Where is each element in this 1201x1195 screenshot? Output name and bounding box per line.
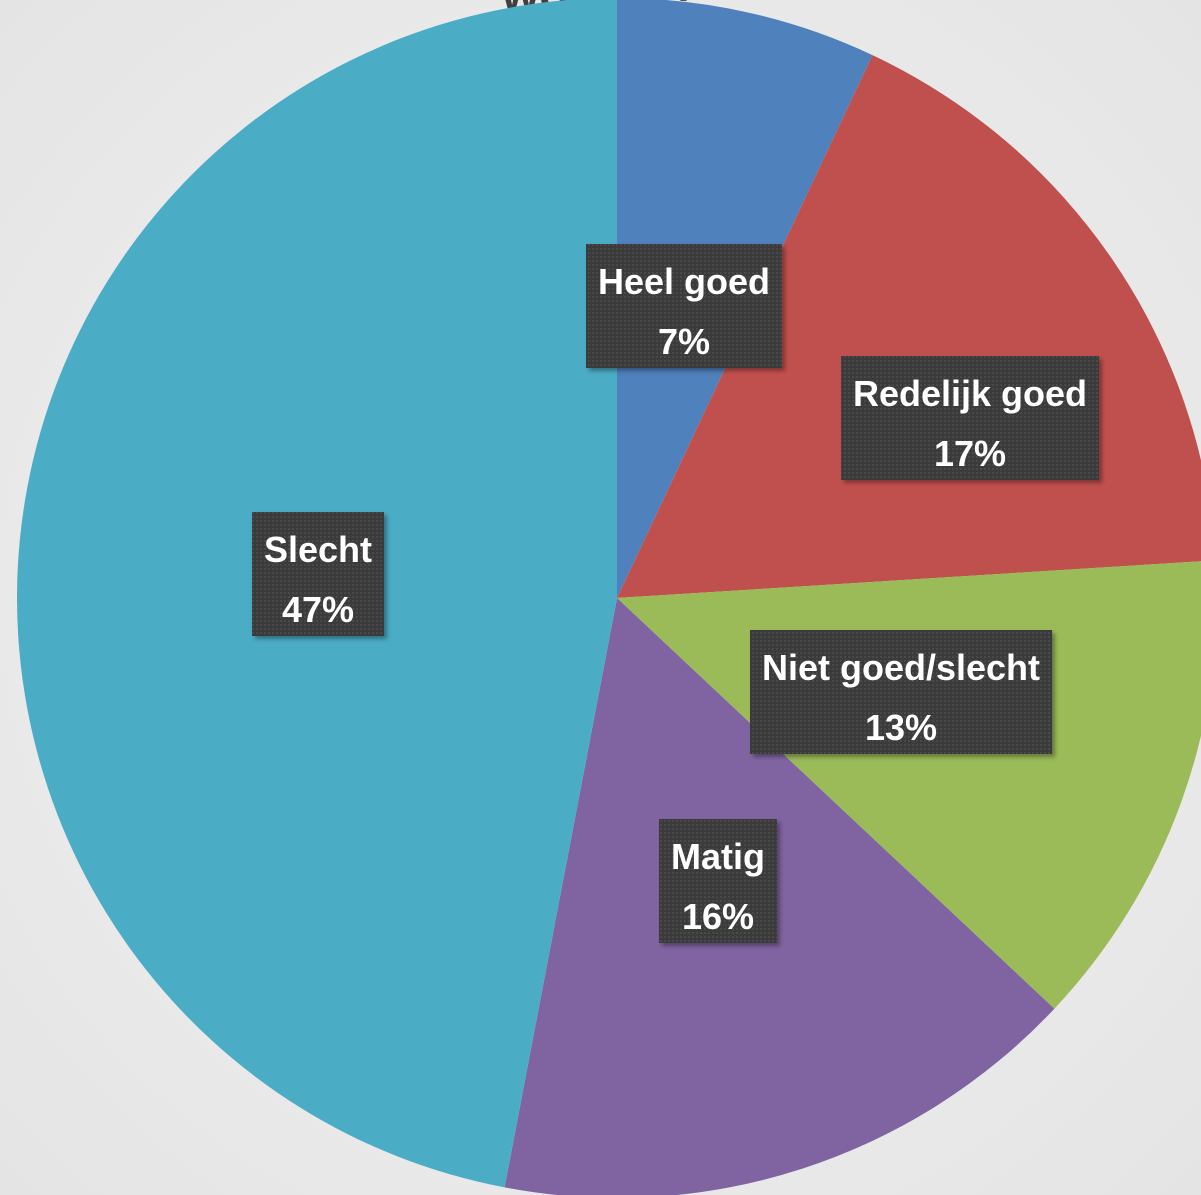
data-label-box [750,630,1053,754]
data-label-value: 13% [865,707,937,748]
data-label-niet-goed-slecht: Niet goed/slecht 13% [750,630,1053,754]
data-label-box [252,512,384,636]
data-label-box [586,244,782,368]
data-label-matig: Matig 16% [659,819,777,943]
data-label-value: 7% [658,321,710,362]
data-label-value: 16% [682,896,754,937]
data-label-redelijk-goed: Redelijk goed 17% [841,356,1100,480]
data-label-slecht: Slecht 47% [252,512,384,636]
data-label-category: Heel goed [598,261,770,302]
data-label-category: Matig [671,836,765,877]
data-label-category: Niet goed/slecht [762,647,1040,688]
data-label-category: Redelijk goed [853,373,1087,414]
data-label-category: Slecht [264,529,372,570]
data-label-value: 47% [282,589,354,630]
data-label-box [659,819,777,943]
pie-slice-matig [504,598,1055,1195]
data-label-heel-goed: Heel goed 7% [586,244,782,368]
data-label-value: 17% [934,433,1006,474]
data-label-box [841,356,1100,480]
